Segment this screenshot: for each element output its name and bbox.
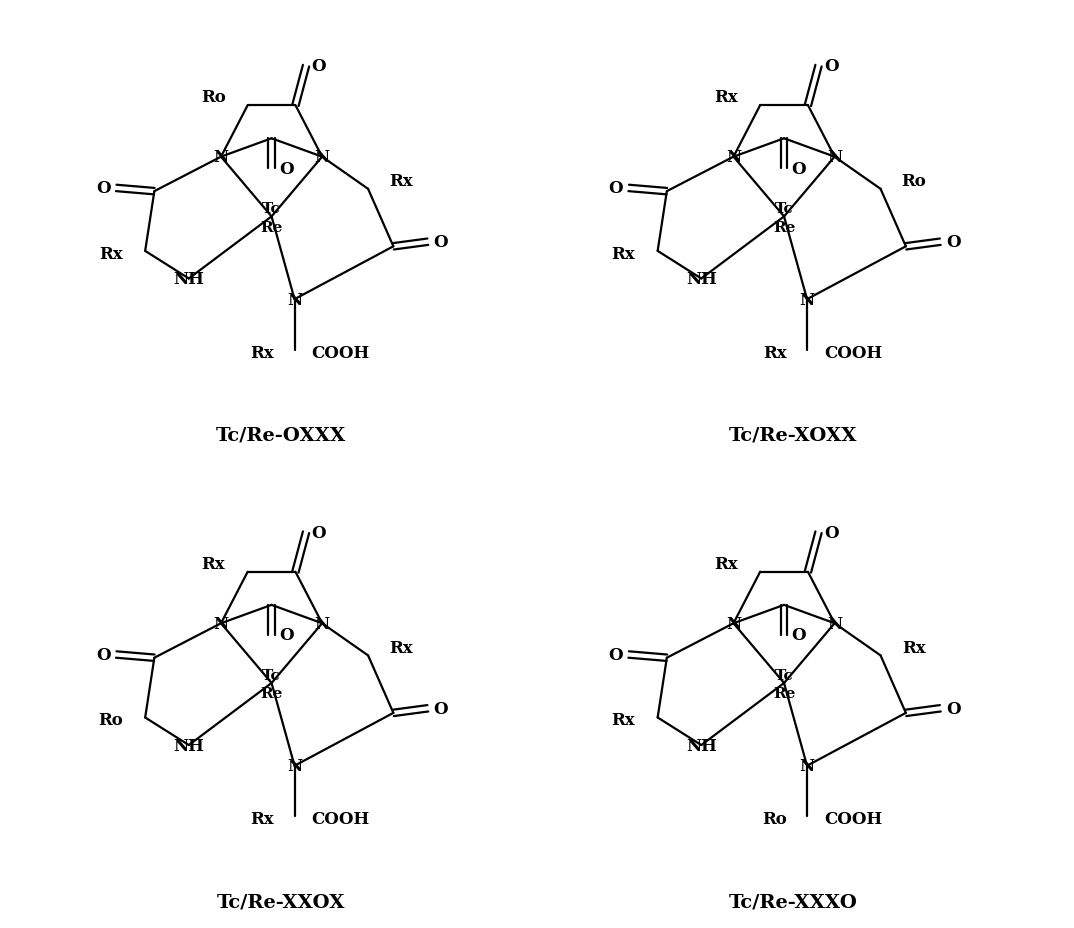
- Text: Re: Re: [773, 220, 795, 234]
- Text: Tc/Re-OXXX: Tc/Re-OXXX: [216, 426, 346, 445]
- Text: O: O: [609, 646, 623, 664]
- Text: Rx: Rx: [202, 555, 224, 573]
- Text: Rx: Rx: [611, 712, 635, 728]
- Text: NH: NH: [173, 737, 204, 754]
- Text: Ro: Ro: [901, 173, 926, 190]
- Text: Ro: Ro: [201, 89, 226, 107]
- Text: O: O: [946, 700, 960, 717]
- Text: N: N: [726, 615, 741, 632]
- Text: Tc/Re-XXXO: Tc/Re-XXXO: [729, 893, 858, 910]
- Text: Ro: Ro: [763, 810, 787, 827]
- Text: O: O: [311, 524, 326, 541]
- Text: O: O: [824, 524, 839, 541]
- Text: O: O: [279, 626, 293, 643]
- Text: NH: NH: [686, 737, 716, 754]
- Text: N: N: [827, 615, 842, 632]
- Text: Rx: Rx: [902, 639, 926, 656]
- Text: O: O: [311, 58, 326, 75]
- Text: O: O: [946, 234, 960, 251]
- Text: Rx: Rx: [611, 245, 635, 263]
- Text: NH: NH: [686, 271, 716, 288]
- Text: N: N: [315, 149, 330, 166]
- Text: N: N: [799, 757, 814, 774]
- Text: Tc/Re-XOXX: Tc/Re-XOXX: [729, 426, 857, 445]
- Text: Tc: Tc: [774, 668, 794, 682]
- Text: Re: Re: [260, 220, 282, 234]
- Text: O: O: [279, 161, 293, 177]
- Text: NH: NH: [173, 271, 204, 288]
- Text: Rx: Rx: [763, 344, 786, 361]
- Text: Rx: Rx: [390, 639, 413, 656]
- Text: Ro: Ro: [99, 712, 124, 728]
- Text: O: O: [434, 234, 448, 251]
- Text: O: O: [434, 700, 448, 717]
- Text: O: O: [96, 646, 111, 664]
- Text: Tc/Re-XXOX: Tc/Re-XXOX: [217, 893, 345, 910]
- Text: N: N: [214, 615, 229, 632]
- Text: N: N: [827, 149, 842, 166]
- Text: Tc: Tc: [262, 668, 281, 682]
- Text: O: O: [824, 58, 839, 75]
- Text: O: O: [792, 161, 807, 177]
- Text: N: N: [315, 615, 330, 632]
- Text: N: N: [287, 757, 302, 774]
- Text: Rx: Rx: [390, 173, 413, 190]
- Text: Rx: Rx: [99, 245, 122, 263]
- Text: Re: Re: [260, 687, 282, 701]
- Text: COOH: COOH: [311, 810, 369, 827]
- Text: Rx: Rx: [250, 810, 274, 827]
- Text: Rx: Rx: [250, 344, 274, 361]
- Text: COOH: COOH: [824, 344, 882, 361]
- Text: N: N: [726, 149, 741, 166]
- Text: O: O: [96, 180, 111, 198]
- Text: COOH: COOH: [824, 810, 882, 827]
- Text: Rx: Rx: [714, 89, 738, 107]
- Text: Rx: Rx: [714, 555, 738, 573]
- Text: N: N: [287, 291, 302, 308]
- Text: Tc: Tc: [262, 202, 281, 216]
- Text: N: N: [799, 291, 814, 308]
- Text: COOH: COOH: [311, 344, 369, 361]
- Text: O: O: [792, 626, 807, 643]
- Text: Tc: Tc: [774, 202, 794, 216]
- Text: N: N: [214, 149, 229, 166]
- Text: Re: Re: [773, 687, 795, 701]
- Text: O: O: [609, 180, 623, 198]
